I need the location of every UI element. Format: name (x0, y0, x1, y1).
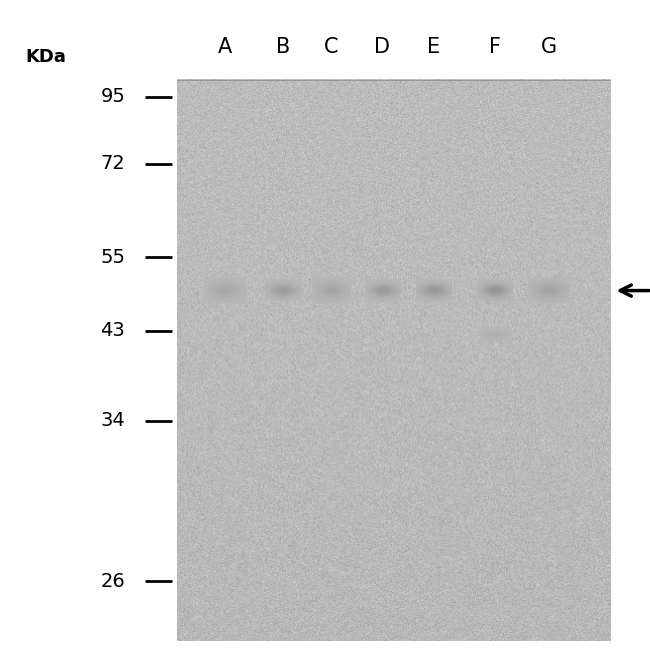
Text: D: D (374, 37, 390, 57)
Text: F: F (489, 37, 500, 57)
Text: 55: 55 (100, 248, 125, 267)
Text: E: E (427, 37, 440, 57)
Text: G: G (541, 37, 557, 57)
Text: 26: 26 (101, 572, 125, 591)
Text: 72: 72 (101, 154, 125, 173)
Text: 34: 34 (101, 411, 125, 430)
Text: C: C (324, 37, 338, 57)
Text: A: A (218, 37, 232, 57)
FancyBboxPatch shape (177, 80, 610, 641)
Text: 95: 95 (100, 88, 125, 106)
Text: KDa: KDa (26, 48, 66, 65)
Text: 43: 43 (101, 321, 125, 340)
Text: B: B (276, 37, 290, 57)
